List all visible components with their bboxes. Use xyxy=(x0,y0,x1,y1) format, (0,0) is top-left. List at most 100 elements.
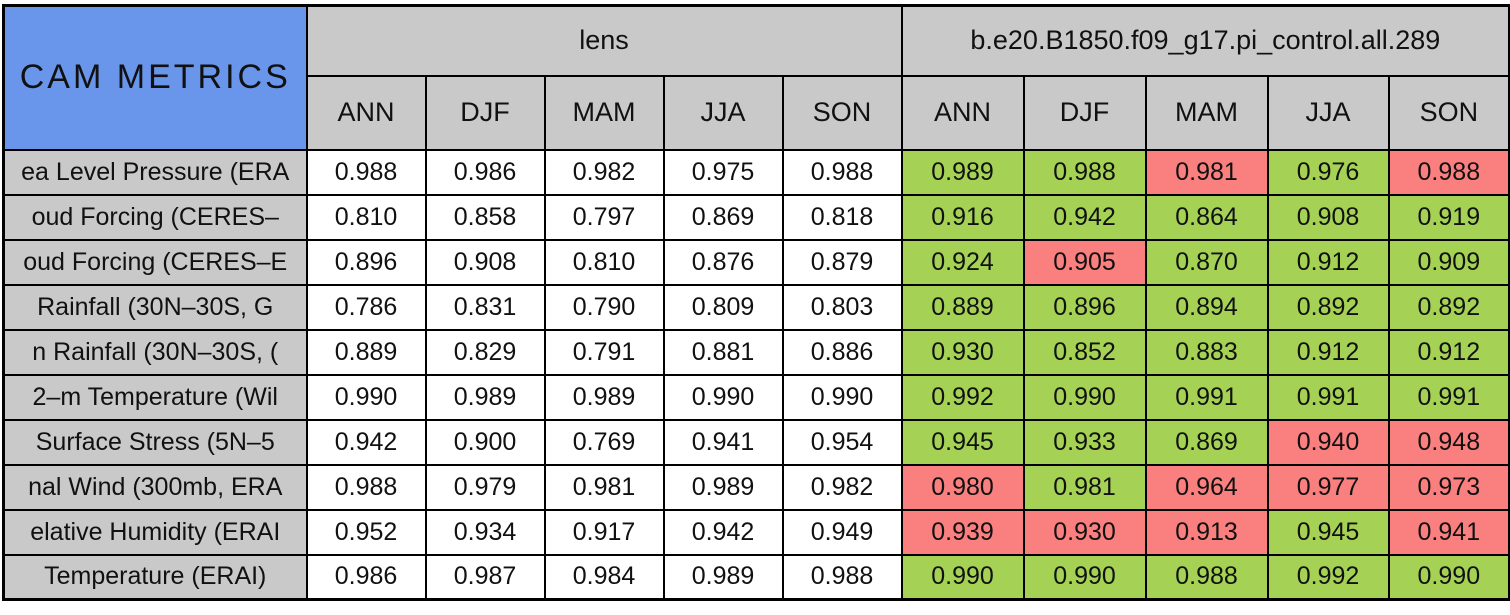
season-header-control-mam: MAM xyxy=(1144,74,1269,151)
control-value-cell: 0.912 xyxy=(1387,328,1510,376)
metric-label: Surface Stress (5N–5 xyxy=(2,418,308,466)
control-value-cell: 0.913 xyxy=(1144,508,1269,556)
season-header-control-son: SON xyxy=(1387,74,1510,151)
lens-value-cell: 0.942 xyxy=(305,418,427,466)
group-header-lens: lens xyxy=(305,4,903,77)
control-value-cell: 0.991 xyxy=(1266,373,1390,421)
lens-value-cell: 0.954 xyxy=(781,418,903,466)
control-value-cell: 0.964 xyxy=(1144,463,1269,511)
control-value-cell: 0.981 xyxy=(1144,148,1269,196)
lens-value-cell: 0.987 xyxy=(424,553,546,601)
lens-value-cell: 0.990 xyxy=(662,373,784,421)
control-value-cell: 0.869 xyxy=(1144,418,1269,466)
control-value-cell: 0.930 xyxy=(1022,508,1147,556)
lens-value-cell: 0.858 xyxy=(424,193,546,241)
control-value-cell: 0.892 xyxy=(1387,283,1510,331)
control-value-cell: 0.852 xyxy=(1022,328,1147,376)
lens-value-cell: 0.881 xyxy=(662,328,784,376)
table-row: Temperature (ERAI) 0.986 0.987 0.984 0.9… xyxy=(2,553,1510,601)
lens-value-cell: 0.879 xyxy=(781,238,903,286)
control-value-cell: 0.991 xyxy=(1387,373,1510,421)
lens-value-cell: 0.886 xyxy=(781,328,903,376)
control-value-cell: 0.992 xyxy=(1266,553,1390,601)
lens-value-cell: 0.941 xyxy=(662,418,784,466)
lens-value-cell: 0.889 xyxy=(305,328,427,376)
control-value-cell: 0.992 xyxy=(900,373,1025,421)
lens-value-cell: 0.942 xyxy=(662,508,784,556)
lens-value-cell: 0.989 xyxy=(662,553,784,601)
control-value-cell: 0.976 xyxy=(1266,148,1390,196)
lens-value-cell: 0.988 xyxy=(781,148,903,196)
metric-label: oud Forcing (CERES–E xyxy=(2,238,308,286)
table-title: CAM METRICS xyxy=(2,4,308,151)
group-header-control-run: b.e20.B1850.f09_g17.pi_control.all.289 xyxy=(900,4,1510,77)
control-value-cell: 0.912 xyxy=(1266,238,1390,286)
season-header-lens-jja: JJA xyxy=(662,74,784,151)
control-value-cell: 0.990 xyxy=(1387,553,1510,601)
lens-value-cell: 0.982 xyxy=(543,148,665,196)
lens-value-cell: 0.934 xyxy=(424,508,546,556)
control-value-cell: 0.977 xyxy=(1266,463,1390,511)
lens-value-cell: 0.876 xyxy=(662,238,784,286)
season-header-control-djf: DJF xyxy=(1022,74,1147,151)
control-value-cell: 0.945 xyxy=(900,418,1025,466)
control-value-cell: 0.870 xyxy=(1144,238,1269,286)
metric-label: n Rainfall (30N–30S, ( xyxy=(2,328,308,376)
season-header-control-jja: JJA xyxy=(1266,74,1390,151)
lens-value-cell: 0.988 xyxy=(305,463,427,511)
lens-value-cell: 0.952 xyxy=(305,508,427,556)
control-value-cell: 0.933 xyxy=(1022,418,1147,466)
control-value-cell: 0.948 xyxy=(1387,418,1510,466)
lens-value-cell: 0.797 xyxy=(543,193,665,241)
lens-value-cell: 0.975 xyxy=(662,148,784,196)
table-row: oud Forcing (CERES–E 0.896 0.908 0.810 0… xyxy=(2,238,1510,286)
lens-value-cell: 0.984 xyxy=(543,553,665,601)
control-value-cell: 0.916 xyxy=(900,193,1025,241)
control-value-cell: 0.988 xyxy=(1144,553,1269,601)
control-value-cell: 0.940 xyxy=(1266,418,1390,466)
lens-value-cell: 0.786 xyxy=(305,283,427,331)
season-header-lens-djf: DJF xyxy=(424,74,546,151)
lens-value-cell: 0.769 xyxy=(543,418,665,466)
season-header-control-ann: ANN xyxy=(900,74,1025,151)
lens-value-cell: 0.982 xyxy=(781,463,903,511)
metric-label: nal Wind (300mb, ERA xyxy=(2,463,308,511)
control-value-cell: 0.905 xyxy=(1022,238,1147,286)
control-value-cell: 0.941 xyxy=(1387,508,1510,556)
lens-value-cell: 0.979 xyxy=(424,463,546,511)
control-value-cell: 0.930 xyxy=(900,328,1025,376)
lens-value-cell: 0.900 xyxy=(424,418,546,466)
table-row: Surface Stress (5N–5 0.942 0.900 0.769 0… xyxy=(2,418,1510,466)
lens-value-cell: 0.791 xyxy=(543,328,665,376)
metric-label: elative Humidity (ERAI xyxy=(2,508,308,556)
control-value-cell: 0.912 xyxy=(1266,328,1390,376)
control-value-cell: 0.889 xyxy=(900,283,1025,331)
lens-value-cell: 0.831 xyxy=(424,283,546,331)
lens-value-cell: 0.989 xyxy=(543,373,665,421)
control-value-cell: 0.980 xyxy=(900,463,1025,511)
control-value-cell: 0.883 xyxy=(1144,328,1269,376)
lens-value-cell: 0.988 xyxy=(781,553,903,601)
control-value-cell: 0.981 xyxy=(1022,463,1147,511)
lens-value-cell: 0.790 xyxy=(543,283,665,331)
metric-label: ea Level Pressure (ERA xyxy=(2,148,308,196)
table-row: n Rainfall (30N–30S, ( 0.889 0.829 0.791… xyxy=(2,328,1510,376)
control-value-cell: 0.973 xyxy=(1387,463,1510,511)
control-value-cell: 0.939 xyxy=(900,508,1025,556)
table-row: 2–m Temperature (Wil 0.990 0.989 0.989 0… xyxy=(2,373,1510,421)
control-value-cell: 0.988 xyxy=(1387,148,1510,196)
control-value-cell: 0.988 xyxy=(1022,148,1147,196)
control-value-cell: 0.990 xyxy=(1022,373,1147,421)
lens-value-cell: 0.803 xyxy=(781,283,903,331)
lens-value-cell: 0.809 xyxy=(662,283,784,331)
control-value-cell: 0.896 xyxy=(1022,283,1147,331)
lens-value-cell: 0.990 xyxy=(305,373,427,421)
group-header-row: CAM METRICS lens b.e20.B1850.f09_g17.pi_… xyxy=(2,4,1510,151)
lens-value-cell: 0.818 xyxy=(781,193,903,241)
control-value-cell: 0.924 xyxy=(900,238,1025,286)
control-value-cell: 0.945 xyxy=(1266,508,1390,556)
control-value-cell: 0.990 xyxy=(1022,553,1147,601)
season-header-lens-son: SON xyxy=(781,74,903,151)
lens-value-cell: 0.908 xyxy=(424,238,546,286)
table-row: elative Humidity (ERAI 0.952 0.934 0.917… xyxy=(2,508,1510,556)
